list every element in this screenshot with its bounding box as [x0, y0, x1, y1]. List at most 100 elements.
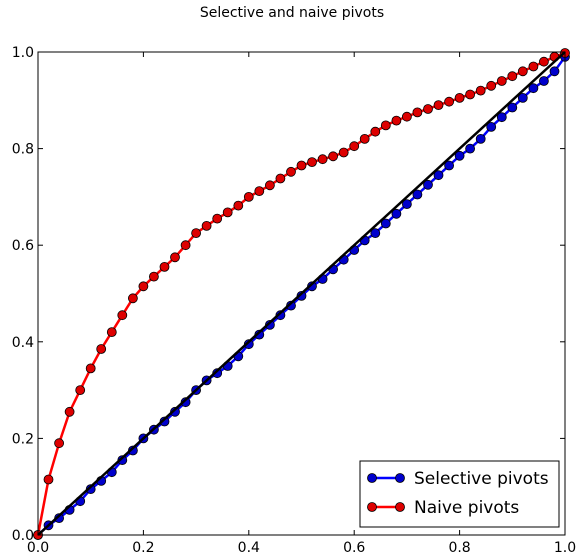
data-point-naive	[370, 126, 381, 137]
data-point-selective	[444, 160, 455, 171]
legend-marker-selective	[367, 473, 377, 483]
data-point-naive	[264, 180, 275, 191]
data-point-selective	[496, 112, 507, 123]
data-point-naive	[444, 96, 455, 107]
data-point-naive	[391, 115, 402, 126]
data-point-selective	[465, 143, 476, 154]
data-point-naive	[159, 261, 170, 272]
data-point-naive	[254, 186, 265, 197]
data-point-selective	[296, 290, 307, 301]
data-point-naive	[180, 240, 191, 251]
x-tick-label: 0.6	[343, 540, 365, 556]
data-point-naive	[401, 111, 412, 122]
data-point-selective	[391, 208, 402, 219]
data-point-naive	[465, 89, 476, 100]
data-point-naive	[496, 76, 507, 86]
data-point-naive	[54, 438, 64, 449]
data-point-selective	[423, 179, 433, 190]
data-point-naive	[286, 166, 296, 177]
data-point-naive	[148, 271, 159, 282]
data-point-selective	[243, 339, 254, 350]
data-point-naive	[138, 281, 149, 292]
data-point-naive	[328, 151, 339, 162]
data-point-naive	[507, 71, 518, 82]
y-tick-label: 0.8	[12, 142, 34, 158]
x-tick-label: 0.4	[238, 540, 260, 556]
data-point-selective	[307, 281, 317, 292]
data-point-naive	[380, 120, 391, 131]
chart-title: Selective and naive pivots	[200, 5, 384, 21]
legend-marker-naive	[367, 502, 377, 512]
data-point-selective	[412, 189, 423, 200]
data-point-naive	[317, 154, 328, 165]
data-point-naive	[117, 310, 128, 321]
axis-ticks: 0.0 0.2 0.4 0.6 0.8 1.0 0.0 0.2 0.4 0.6 0.8 1.0	[12, 45, 576, 556]
data-point-naive	[486, 80, 497, 91]
data-point-naive	[412, 107, 423, 118]
data-point-naive	[349, 141, 360, 152]
x-tick-label: 0.0	[27, 540, 49, 556]
data-point-naive	[307, 157, 317, 168]
data-point-naive	[233, 200, 244, 211]
data-point-naive	[106, 327, 117, 338]
data-point-selective	[517, 93, 528, 103]
data-point-naive	[75, 385, 86, 396]
data-point-naive	[454, 93, 465, 103]
data-point-selective	[254, 329, 265, 340]
plot-frame	[37, 51, 566, 536]
data-point-naive	[275, 173, 286, 184]
data-point-naive	[191, 228, 202, 239]
data-point-selective	[549, 66, 560, 77]
legend-marker-naive	[395, 502, 405, 512]
data-point-naive	[433, 100, 444, 110]
data-point-naive	[212, 213, 223, 224]
reference-diagonal-line	[37, 51, 566, 536]
data-point-naive	[85, 363, 96, 374]
data-point-selective	[401, 199, 412, 210]
data-point-selective	[433, 170, 444, 181]
data-point-naive	[359, 133, 370, 144]
data-point-selective	[454, 150, 465, 161]
data-point-selective	[486, 122, 497, 132]
data-point-naive	[64, 406, 75, 417]
data-point-selective	[85, 484, 96, 495]
legend-label-selective: Selective pivots	[414, 469, 549, 489]
data-point-selective	[507, 102, 518, 113]
y-tick-label: 0.0	[12, 528, 34, 544]
data-point-selective	[170, 406, 180, 417]
data-point-selective	[528, 83, 539, 94]
data-point-naive	[127, 293, 138, 304]
y-tick-label: 1.0	[12, 45, 34, 61]
data-point-selective	[370, 228, 381, 239]
data-point-naive	[423, 104, 433, 114]
data-point-selective	[380, 218, 391, 229]
data-point-naive	[517, 66, 528, 77]
data-point-naive	[43, 474, 54, 485]
x-tick-label: 0.2	[132, 540, 154, 556]
data-point-selective	[475, 133, 486, 144]
x-tick-label: 0.8	[448, 540, 470, 556]
legend-marker-selective	[395, 473, 405, 483]
data-point-naive	[528, 61, 539, 72]
data-point-selective	[117, 455, 128, 466]
data-point-naive	[222, 207, 233, 218]
data-point-naive	[539, 56, 549, 67]
y-tick-label: 0.4	[12, 335, 34, 351]
data-point-naive	[475, 85, 486, 96]
data-point-naive	[296, 160, 307, 171]
x-tick-label: 1.0	[554, 540, 576, 556]
data-point-selective	[539, 76, 549, 86]
data-point-naive	[243, 191, 254, 202]
legend-box	[359, 460, 560, 528]
data-point-naive	[96, 344, 107, 354]
legend-label-naive: Naive pivots	[414, 498, 519, 518]
data-point-naive	[338, 147, 349, 158]
data-point-naive	[201, 220, 212, 231]
legend: Selective pivots Naive pivots	[359, 460, 560, 528]
plot-area	[33, 48, 570, 540]
data-point-naive	[170, 252, 180, 263]
y-tick-label: 0.2	[12, 431, 34, 447]
y-tick-label: 0.6	[12, 238, 34, 254]
data-point-selective	[275, 310, 286, 321]
